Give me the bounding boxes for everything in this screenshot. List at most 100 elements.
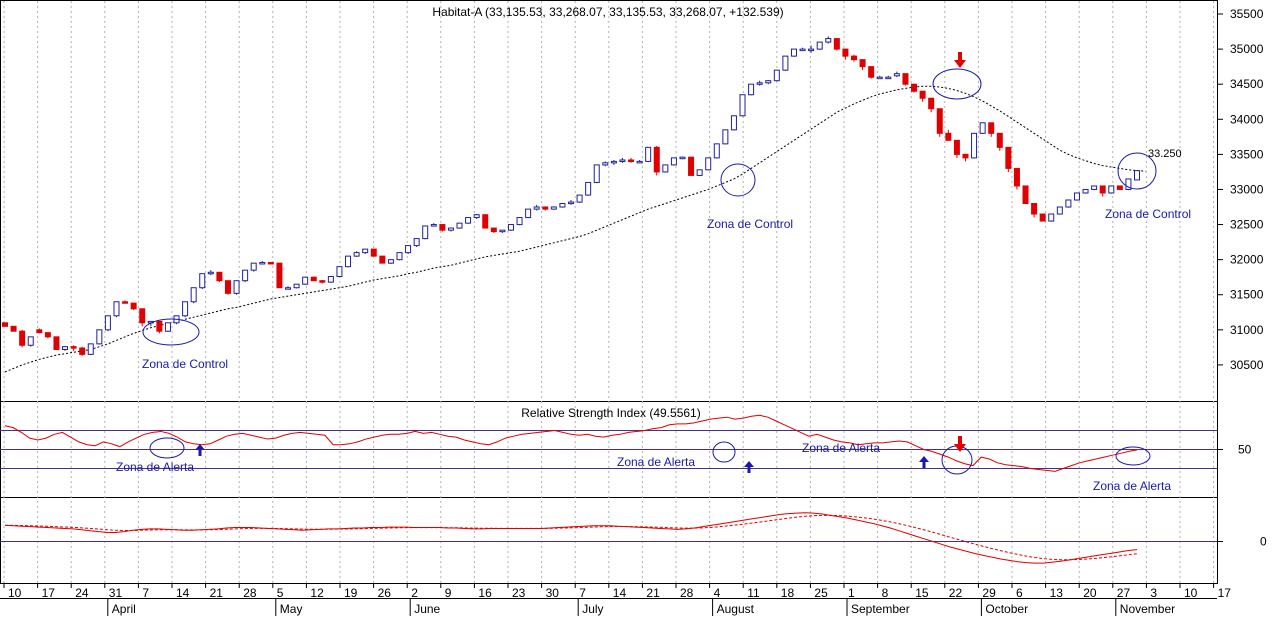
candle: [773, 69, 780, 82]
candle: [422, 225, 429, 240]
candle: [782, 55, 789, 71]
candle: [387, 259, 394, 264]
x-day-label: 28: [243, 586, 257, 600]
x-day-label: 26: [378, 586, 392, 600]
candle-body-up: [799, 48, 806, 52]
candle-body-up: [507, 224, 514, 231]
candle: [190, 287, 197, 304]
candle: [379, 255, 386, 264]
candle-body-down: [1099, 185, 1106, 194]
candle: [396, 252, 403, 261]
candle-body-up: [516, 217, 523, 226]
candle-body-up: [1091, 185, 1098, 190]
candle: [447, 227, 454, 232]
y-tick-label: 32500: [1230, 218, 1264, 232]
candle-body-down: [224, 280, 231, 294]
candle: [833, 38, 840, 51]
candle: [259, 261, 266, 265]
candle-body-up: [679, 156, 686, 160]
x-day-label: 31: [109, 586, 123, 600]
x-day-label: 19: [344, 586, 358, 600]
candle: [1116, 185, 1123, 191]
x-month-label: September: [851, 602, 910, 616]
moving-average-layer: [4, 85, 1146, 373]
candle: [636, 159, 643, 164]
candle: [405, 245, 412, 255]
candle-body-up: [576, 194, 583, 203]
price-axis: 35500 35000 34500 34000 33500 33000 32500 32000…: [1217, 7, 1264, 372]
candle-body-down: [859, 59, 866, 68]
y-tick-label: 33500: [1230, 147, 1264, 161]
candle-body-down: [53, 336, 60, 350]
candle-body-up: [422, 225, 429, 240]
alert-zone-circle: [149, 437, 185, 459]
x-month-label: May: [280, 602, 303, 616]
candle: [310, 276, 317, 282]
candle: [722, 129, 729, 145]
candle: [516, 217, 523, 226]
alert-zone-label: Zona de Alerta: [617, 455, 695, 469]
candle: [1082, 188, 1089, 194]
candle-body-up: [662, 164, 669, 173]
x-day-label: 9: [445, 586, 452, 600]
candle-body-up: [979, 122, 986, 134]
candle-body-down: [945, 132, 952, 141]
date-axis: 10 17 24 31 7 14 21 28 5 12 19 26 2 9 16 23 30 7 14 21 28 4 11…: [0, 584, 1231, 616]
candle: [276, 262, 283, 289]
candle-body-up: [87, 343, 94, 355]
candle: [465, 217, 472, 224]
candle-body-up: [825, 38, 832, 43]
candle-body-down: [122, 301, 129, 304]
candle: [224, 280, 231, 295]
candle-body-up: [327, 275, 334, 283]
candle-body-down: [267, 261, 274, 265]
candle: [825, 36, 832, 44]
candle: [962, 153, 969, 162]
candle: [696, 169, 703, 177]
candlestick-layer: [2, 36, 1140, 356]
candle-body-up: [568, 201, 574, 205]
x-day-label: 1: [848, 586, 855, 600]
candle: [164, 322, 171, 332]
buy-arrow-icon: [744, 461, 754, 473]
candle-body-up: [816, 41, 823, 50]
x-day-label: 27: [1117, 586, 1131, 600]
candle-body-down: [19, 330, 26, 346]
control-zone-circle: [142, 318, 200, 346]
candle: [996, 132, 1003, 151]
candle: [19, 329, 26, 348]
candle: [319, 279, 326, 284]
candle: [327, 275, 334, 283]
x-day-label: 4: [714, 586, 721, 600]
candle-body-up: [465, 217, 472, 224]
candle-body-up: [104, 315, 111, 331]
candle: [971, 132, 978, 159]
candle-body-down: [988, 122, 995, 134]
x-day-label: 23: [512, 586, 526, 600]
candle-body-up: [748, 83, 755, 96]
candle-body-up: [387, 259, 394, 264]
candle-body-up: [413, 238, 420, 247]
candle-body-up: [610, 160, 617, 164]
x-day-label: 15: [915, 586, 929, 600]
candle: [233, 280, 240, 295]
candle-body-up: [645, 146, 652, 162]
y-tick-label: 30500: [1230, 358, 1264, 372]
candle: [1134, 170, 1140, 181]
alert-zone-circle: [712, 441, 736, 463]
candle-body-up: [773, 69, 780, 82]
x-month-label: August: [717, 602, 755, 616]
candle-body-up: [1134, 170, 1140, 181]
x-day-label: 13: [1050, 586, 1064, 600]
candle: [876, 75, 883, 80]
candle: [353, 251, 360, 257]
candle-body-up: [362, 248, 369, 254]
candle-body-down: [216, 271, 223, 282]
candle: [628, 157, 635, 163]
candle-body-up: [619, 159, 626, 162]
x-day-label: 21: [210, 586, 224, 600]
candle-body-down: [310, 276, 317, 282]
candle: [868, 66, 875, 79]
candle-body-up: [893, 73, 900, 77]
candle-body-up: [27, 336, 34, 346]
